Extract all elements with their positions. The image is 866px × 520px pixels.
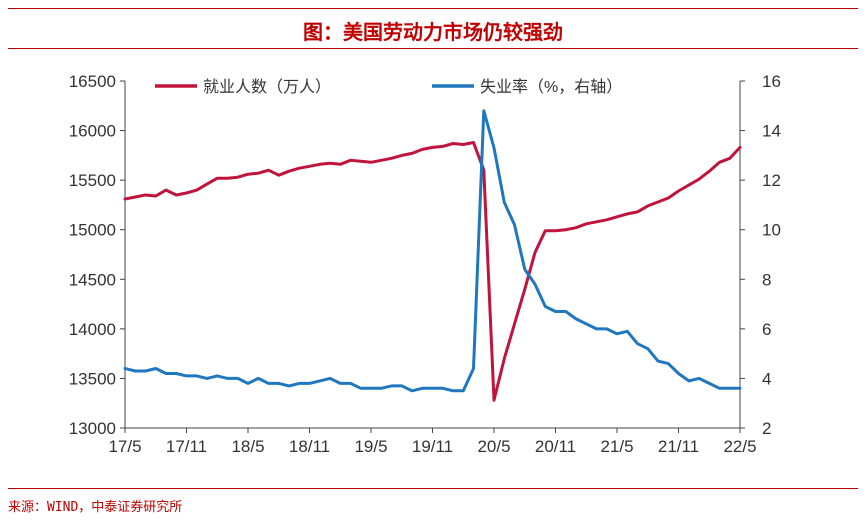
y-right-tick-label: 14 — [762, 122, 781, 141]
x-tick-label: 21/11 — [658, 437, 699, 456]
employment-line — [123, 141, 742, 402]
y-left-tick-label: 15500 — [69, 171, 116, 190]
y-right-tick-label: 6 — [762, 320, 771, 339]
y-right-tick-label: 10 — [762, 221, 781, 240]
y-left-tick-label: 15000 — [69, 221, 116, 240]
y-right-tick-label: 12 — [762, 171, 781, 190]
page-title: 图：美国劳动力市场仍较强劲 — [303, 20, 563, 44]
y-left-tick-label: 14500 — [69, 270, 116, 289]
y-left-tick-label: 13000 — [69, 419, 116, 438]
y-left-tick-label: 13500 — [69, 369, 116, 388]
y-right-tick-label: 16 — [762, 72, 781, 91]
y-left-tick-label: 16500 — [69, 72, 116, 91]
y-right-tick-label: 8 — [762, 270, 771, 289]
x-tick-label: 19/11 — [412, 437, 453, 456]
legend-label-employment: 就业人数（万人） — [203, 78, 331, 96]
title-bar: 图：美国劳动力市场仍较强劲 — [8, 12, 858, 48]
chart-legend: 就业人数（万人） 失业率（%，右轴） — [155, 78, 622, 96]
chart-series — [123, 109, 742, 402]
y-right-tick-label: 4 — [762, 369, 771, 388]
source-note: 来源：WIND，中泰证券研究所 — [8, 500, 183, 515]
y-right-tick-label: 2 — [762, 419, 771, 438]
x-tick-label: 20/11 — [535, 437, 576, 456]
line-chart: 13000 13500 14000 14500 15000 15500 16000 16500… — [69, 72, 781, 456]
unemployment-line — [123, 109, 742, 393]
title-bottom-rule — [8, 48, 858, 49]
x-tick-label: 20/5 — [477, 437, 510, 456]
legend-label-unemployment: 失业率（%，右轴） — [480, 78, 622, 96]
y-left-tick-label: 14000 — [69, 320, 116, 339]
x-tick-label: 22/5 — [723, 437, 756, 456]
chart-axes: 13000 13500 14000 14500 15000 15500 16000 16500… — [69, 72, 781, 456]
x-tick-label: 17/11 — [166, 437, 207, 456]
source-rule — [8, 488, 858, 489]
y-left-tick-label: 16000 — [69, 122, 116, 141]
x-tick-label: 17/5 — [108, 437, 141, 456]
x-tick-label: 18/11 — [289, 437, 330, 456]
title-top-rule — [8, 8, 858, 9]
x-tick-label: 18/5 — [231, 437, 264, 456]
x-tick-label: 21/5 — [600, 437, 633, 456]
x-tick-label: 19/5 — [354, 437, 387, 456]
